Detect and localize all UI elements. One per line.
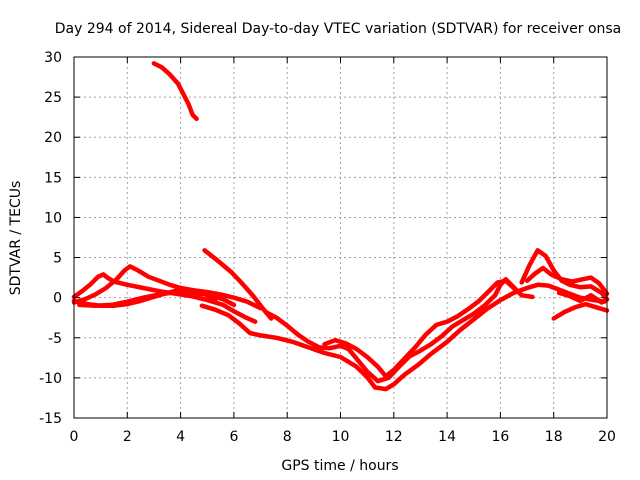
- y-tick-label: 10: [44, 210, 62, 226]
- x-tick-label: 8: [283, 429, 292, 445]
- series-s9: [322, 278, 519, 379]
- x-tick-label: 10: [332, 429, 350, 445]
- y-tick-label: -15: [39, 411, 62, 427]
- y-tick-label: 5: [53, 251, 62, 267]
- series-s7: [199, 282, 607, 392]
- tick-label-layer: 0 2 4 6 8 10 12 14 16 18 20 -15 -10 -5 0 5 10 15 20 25 30: [39, 50, 616, 445]
- x-axis-label: GPS time / hours: [281, 458, 398, 474]
- y-tick-label: 15: [44, 170, 62, 186]
- series-s2: [71, 272, 258, 324]
- series-s11: [524, 265, 610, 296]
- y-tick-label: -10: [39, 371, 62, 387]
- series-s1: [151, 61, 199, 122]
- y-tick-label: 30: [44, 50, 62, 66]
- chart-title: Day 294 of 2014, Sidereal Day-to-day VTE…: [55, 21, 622, 37]
- x-tick-label: 6: [229, 429, 238, 445]
- series-s13: [556, 290, 610, 305]
- series-s5: [77, 289, 237, 308]
- grid-layer: [73, 56, 608, 419]
- y-tick-label: 25: [44, 90, 62, 106]
- series-s3: [71, 264, 263, 311]
- x-tick-label: 4: [176, 429, 185, 445]
- x-tick-label: 16: [491, 429, 509, 445]
- y-tick-label: -5: [48, 331, 62, 347]
- tick-layer: [73, 56, 608, 419]
- x-tick-label: 0: [70, 429, 79, 445]
- y-axis-label: SDTVAR / TECUs: [8, 181, 24, 296]
- series-s6: [202, 248, 274, 321]
- x-tick-label: 2: [123, 429, 132, 445]
- x-tick-label: 20: [598, 429, 616, 445]
- series-layer: [71, 61, 610, 392]
- y-tick-label: 20: [44, 130, 62, 146]
- y-tick-label: 0: [53, 291, 62, 307]
- x-tick-label: 12: [385, 429, 403, 445]
- x-tick-label: 14: [438, 429, 456, 445]
- series-s12: [551, 301, 610, 321]
- x-tick-label: 18: [545, 429, 563, 445]
